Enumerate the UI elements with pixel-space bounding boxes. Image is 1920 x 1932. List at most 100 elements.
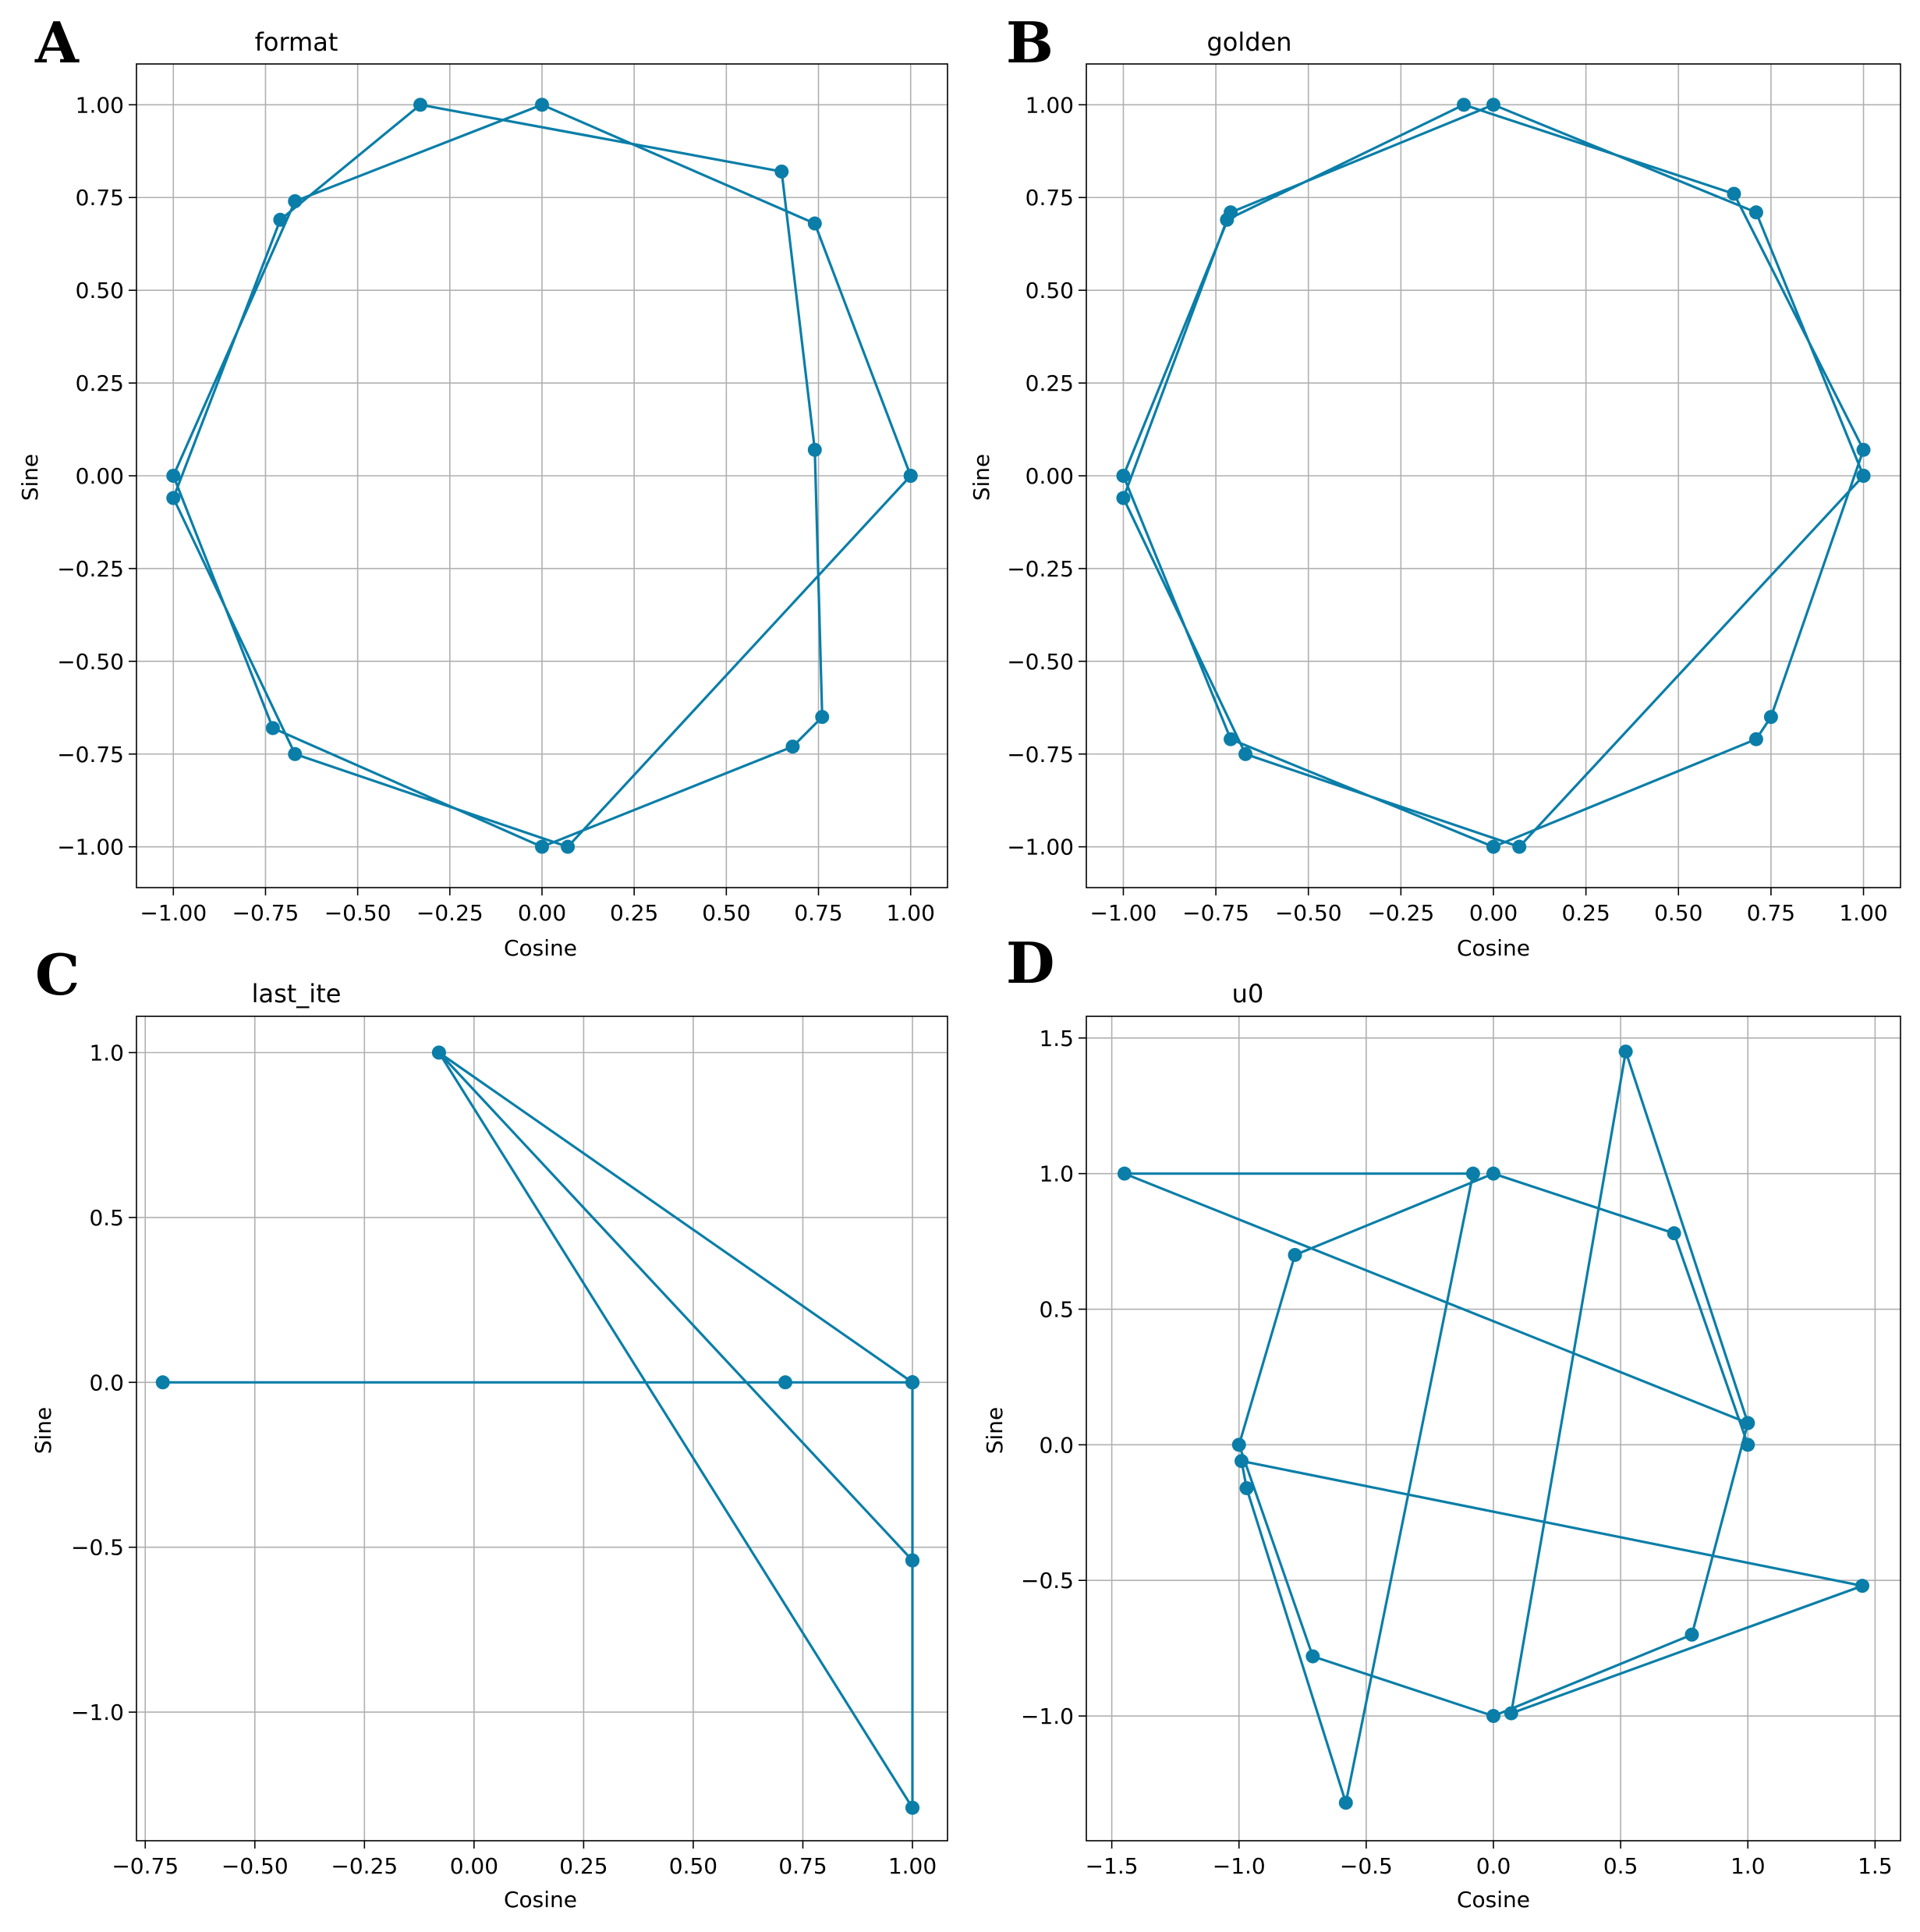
- panel-c-ytick-label: 1.0: [89, 1040, 124, 1066]
- panel-b-data-point: [1856, 469, 1871, 483]
- panel-b-data-point: [1486, 97, 1500, 112]
- panel-d-xtick-label: 0.0: [1476, 1853, 1511, 1879]
- panel-b-xtick-label: −0.50: [1275, 900, 1342, 926]
- panel-a-xtick-label: −0.25: [416, 900, 484, 926]
- panel-a-data-point: [785, 739, 800, 754]
- panel-a-yticks: −1.00 −0.75 −0.50 −0.25 0.00 0.25 0.50 0.75 1.00: [57, 92, 136, 860]
- panel-a-xtick-label: 0.75: [794, 900, 842, 926]
- panel-c-ytick-label: 0.5: [89, 1205, 124, 1231]
- panel-a-data-point: [903, 469, 918, 483]
- panel-a-title: format: [255, 27, 338, 57]
- panel-b-frame: [1086, 63, 1901, 888]
- panel-c-data-point: [431, 1045, 446, 1060]
- panel-a-xtick-label: 0.50: [702, 900, 750, 926]
- panel-a-data-point: [166, 491, 181, 505]
- panel-a-series: [166, 97, 918, 854]
- panel-b-yticks: −1.00 −0.75 −0.50 −0.25 0.00 0.25 0.50 0.75 1.00: [1007, 92, 1086, 860]
- panel-b-data-point: [1748, 205, 1763, 220]
- panel-d-ytick-label: 0.5: [1039, 1297, 1074, 1323]
- panel-a-xtick-label: −1.00: [140, 900, 207, 926]
- panel-d-ytick-label: 1.5: [1039, 1026, 1074, 1051]
- panel-d-ytick-label: 1.0: [1039, 1161, 1074, 1187]
- panel-d-data-point: [1486, 1166, 1500, 1181]
- panel-a-xtick-label: −0.50: [324, 900, 391, 926]
- panel-d-ytick-label: 0.0: [1039, 1432, 1074, 1458]
- panel-b-data-point: [1224, 732, 1238, 746]
- panel-d-xtick-label: −1.0: [1213, 1853, 1266, 1879]
- panel-c-ytick-label: −0.5: [71, 1535, 124, 1561]
- panel-a-data-point: [265, 721, 280, 736]
- panel-d-ylabel: Sine: [982, 1407, 1008, 1455]
- panel-c-xtick-label: 0.00: [450, 1853, 498, 1879]
- panel-d-data-point: [1288, 1247, 1302, 1262]
- panel-c-xlabel: Cosine: [504, 1887, 577, 1913]
- panel-d-xticks: −1.5 −1.0 −0.5 0.0 0.5 1.0 1.5: [1086, 1841, 1893, 1879]
- panel-c-ytick-label: −1.0: [71, 1700, 124, 1725]
- panel-a-data-point: [166, 469, 181, 483]
- panel-d-xtick-label: 1.5: [1858, 1853, 1893, 1879]
- panel-b-data-point: [1727, 186, 1741, 201]
- panel-b-xtick-label: −0.25: [1367, 900, 1434, 926]
- panel-b-xtick-label: 0.75: [1747, 900, 1795, 926]
- panel-a-data-point: [288, 194, 303, 208]
- panel-d-series: [1117, 1044, 1870, 1810]
- panel-b-series: [1116, 97, 1871, 854]
- panel-c-xticks: −0.75 −0.50 −0.25 0.00 0.25 0.50 0.75 1.00: [112, 1841, 937, 1879]
- panel-a-data-point: [807, 216, 822, 231]
- panel-b-data-point: [1220, 212, 1235, 227]
- panel-b-ytick-label: 0.75: [1026, 185, 1074, 211]
- panel-a-ytick-label: −1.00: [57, 835, 124, 860]
- panel-b-data-point: [1486, 839, 1500, 854]
- panel-d-data-point: [1231, 1437, 1246, 1452]
- panel-c-xtick-label: 0.75: [778, 1853, 827, 1879]
- panel-b-xtick-label: 0.50: [1654, 900, 1702, 926]
- panel-d-xlabel: Cosine: [1457, 1887, 1530, 1913]
- panel-a-xlabel: Cosine: [504, 935, 577, 961]
- panel-d-data-point: [1684, 1627, 1699, 1642]
- panel-c-data-point: [905, 1375, 920, 1390]
- panel-letter-a: A: [34, 9, 80, 76]
- panel-d: D u0 Cosine Sine −1.5 −1.0 −0.5 0.0 0.5 1.0 1.…: [982, 930, 1901, 1913]
- panel-d-data-point: [1855, 1579, 1870, 1593]
- panel-b-data-point: [1856, 442, 1871, 457]
- panel-b-xtick-label: −0.75: [1182, 900, 1249, 926]
- panel-c: C last_ite Cosine Sine −0.75 −0.50 −0.25 0.…: [30, 941, 948, 1913]
- panel-a-xticks: −1.00 −0.75 −0.50 −0.25 0.00 0.25 0.50 0.75 1.00: [140, 888, 935, 926]
- panel-d-data-point: [1465, 1166, 1480, 1181]
- panel-a-data-point: [413, 97, 427, 112]
- panel-d-data-point: [1305, 1649, 1320, 1664]
- panel-b-data-point: [1512, 839, 1527, 854]
- panel-c-frame: [136, 1016, 948, 1842]
- panel-b-ytick-label: 0.00: [1026, 463, 1074, 489]
- panel-a-ytick-label: −0.50: [57, 649, 124, 675]
- panel-a-data-point: [535, 97, 549, 112]
- panel-b-data-point: [1457, 97, 1472, 112]
- panel-c-xtick-label: −0.25: [331, 1853, 398, 1879]
- panel-b-data-point: [1748, 732, 1763, 746]
- panel-b: B golden Cosine Sine −1.00 −0.75 −0.50 −0.2…: [969, 9, 1901, 961]
- panel-b-xtick-label: −1.00: [1090, 900, 1157, 926]
- panel-letter-d: D: [1006, 930, 1054, 996]
- panel-a-data-point: [288, 746, 303, 761]
- panel-c-series-line: [162, 1051, 914, 1810]
- panel-c-ylabel: Sine: [30, 1407, 56, 1455]
- panel-b-xtick-label: 0.00: [1469, 900, 1518, 926]
- panel-d-data-point: [1338, 1796, 1353, 1810]
- panel-c-xtick-label: 1.00: [888, 1853, 937, 1879]
- panel-d-xtick-label: 0.5: [1603, 1853, 1638, 1879]
- panel-c-xtick-label: −0.75: [112, 1853, 179, 1879]
- panel-a-data-point: [774, 164, 789, 179]
- panel-b-xlabel: Cosine: [1457, 935, 1530, 961]
- panel-a-ytick-label: −0.75: [57, 742, 124, 767]
- panel-d-series-line: [1123, 1050, 1864, 1804]
- panel-c-data-point: [905, 1553, 920, 1568]
- panel-b-title: golden: [1206, 27, 1291, 57]
- panel-d-xtick-label: −1.5: [1086, 1853, 1139, 1879]
- panel-c-data-point: [905, 1800, 920, 1815]
- panel-letter-b: B: [1006, 9, 1054, 76]
- panel-b-ytick-label: −0.50: [1007, 649, 1074, 675]
- panel-c-xtick-label: −0.50: [221, 1853, 289, 1879]
- panel-d-data-point: [1486, 1709, 1500, 1724]
